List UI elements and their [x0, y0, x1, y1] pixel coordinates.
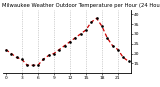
Text: Milwaukee Weather Outdoor Temperature per Hour (24 Hours): Milwaukee Weather Outdoor Temperature pe… [2, 3, 160, 8]
